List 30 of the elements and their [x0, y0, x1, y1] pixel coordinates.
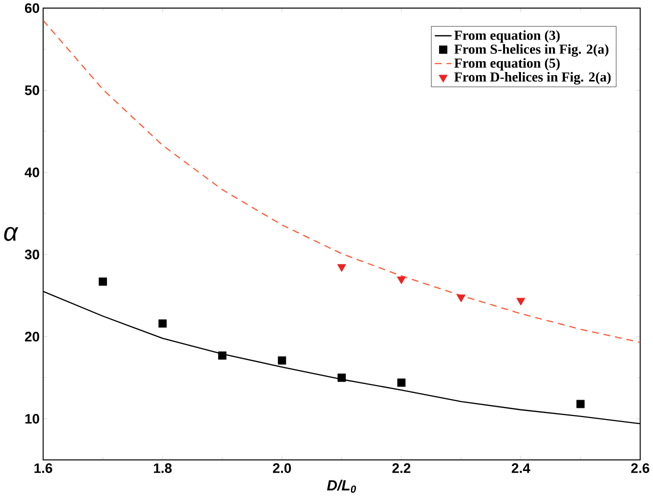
point [337, 264, 346, 272]
point [338, 374, 346, 382]
point [98, 277, 107, 286]
x-tick-label: 2.0 [272, 463, 291, 473]
y-tick-label: 10 [25, 414, 40, 424]
y-tick-label: 20 [24, 332, 40, 342]
x-tick-label: 1.6 [34, 463, 52, 473]
x-tick-label: 2.4 [512, 463, 530, 473]
point [576, 400, 585, 408]
line-series [43, 20, 640, 343]
legend-label: From D-helices in Fig. 2(a) [454, 72, 611, 84]
point [158, 319, 167, 328]
point [218, 351, 226, 360]
point [456, 294, 466, 302]
point [278, 356, 286, 365]
y-tick-label: 40 [24, 168, 40, 178]
x-tick-label: 1.8 [154, 463, 172, 473]
x-axis-title: D/L$_{0}$ [327, 480, 356, 493]
legend-label: From S-helices in Fig. 2(a) [454, 44, 608, 57]
y-tick-label: 60 [24, 3, 40, 13]
point [516, 298, 526, 306]
legend-label: From equation (5) [454, 58, 560, 70]
x-tick-label: 2.6 [631, 463, 650, 473]
x-tick-label: 2.2 [392, 463, 410, 473]
point [396, 276, 406, 284]
y-axis-title: α [4, 227, 18, 241]
point [397, 378, 406, 387]
legend-label: From equation (3) [454, 30, 560, 43]
y-tick-label: 50 [24, 85, 40, 96]
y-tick-label: 30 [24, 250, 40, 260]
